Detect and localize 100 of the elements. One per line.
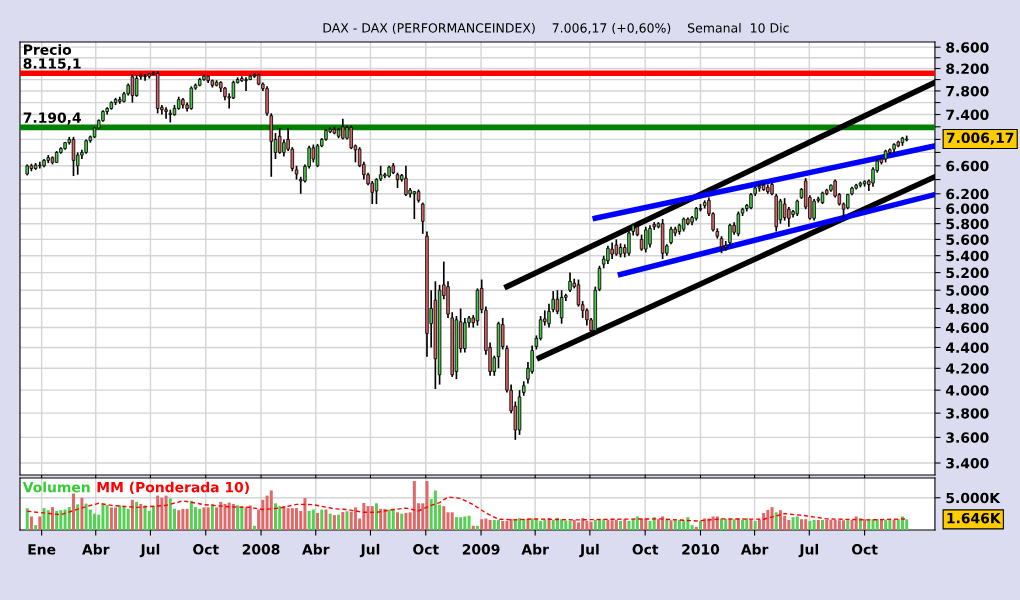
candlestick (349, 124, 353, 150)
bar (454, 517, 458, 530)
bar (560, 519, 564, 530)
candlestick (555, 289, 560, 315)
bar (837, 520, 841, 530)
bar (787, 519, 791, 530)
x-tick-label: Abr (302, 543, 330, 555)
x-tick-label: Oct (193, 544, 219, 555)
bar (863, 519, 867, 530)
bar (547, 517, 551, 530)
bar (345, 511, 349, 530)
bar (686, 517, 690, 530)
candlestick (648, 224, 652, 249)
bar (400, 513, 404, 530)
bar (669, 520, 673, 530)
bar (879, 519, 883, 530)
bar (105, 505, 109, 530)
bar (206, 507, 210, 530)
bar (463, 516, 467, 530)
bar (467, 515, 471, 530)
bar (593, 519, 597, 530)
bar (168, 498, 172, 530)
bar (156, 495, 160, 530)
bar (46, 510, 50, 530)
bar (711, 516, 715, 530)
bar (728, 519, 732, 530)
bar (273, 503, 277, 530)
bar (295, 508, 299, 530)
candlestick (168, 108, 173, 124)
candlestick (315, 143, 320, 168)
bar (442, 506, 446, 530)
bar (648, 520, 652, 530)
bar (850, 519, 854, 530)
y-tick-label: 8.600 (946, 42, 989, 53)
bar (353, 507, 357, 530)
x-tick-label: Jul (359, 543, 380, 558)
bar (884, 519, 888, 530)
y-tick-label: 5.800 (946, 218, 989, 230)
bar (534, 519, 538, 530)
bar (505, 520, 509, 530)
candlestick (38, 160, 42, 170)
bar (210, 503, 214, 530)
candlestick (404, 164, 408, 197)
bar (366, 506, 370, 530)
bar (248, 505, 252, 530)
y-tick-label: 5.000 (946, 285, 989, 296)
bar (905, 519, 909, 530)
bar (892, 519, 896, 530)
y-tick-label: 4.800 (945, 303, 989, 314)
bar (484, 518, 488, 530)
bar (240, 506, 244, 530)
bar (732, 519, 736, 530)
x-tick-label: Jul (579, 543, 599, 558)
bar (858, 518, 862, 530)
bar (34, 525, 38, 530)
candlestick (736, 210, 741, 238)
y-tick-label: 7.800 (946, 85, 989, 97)
bar (522, 518, 526, 530)
candlestick (778, 198, 783, 225)
x-tick-label: Abr (82, 543, 110, 555)
bar (63, 509, 67, 530)
candlestick (143, 73, 147, 82)
bar (770, 507, 774, 530)
bar (126, 508, 130, 530)
bar (303, 498, 307, 530)
bar (404, 512, 408, 530)
bar (778, 510, 782, 530)
bar (80, 497, 84, 530)
bar (875, 519, 879, 530)
y-tick-label: 5.600 (946, 234, 989, 245)
candlestick (189, 85, 194, 111)
bar (236, 505, 240, 530)
bar (328, 513, 332, 530)
bar (42, 508, 46, 530)
bar (181, 508, 185, 530)
annotation: 7.006,17 (946, 132, 1014, 145)
bar (677, 519, 681, 530)
y-tick-label: 6.000 (946, 203, 989, 214)
bar (614, 519, 618, 530)
bar (139, 503, 143, 530)
candlestick (412, 190, 417, 220)
bar (530, 518, 534, 530)
bar (703, 518, 707, 530)
bar (825, 519, 829, 530)
bar (412, 481, 416, 530)
bar (189, 500, 193, 530)
y-tick-label: 8.200 (946, 63, 989, 74)
bar (38, 516, 42, 530)
bar (665, 519, 669, 530)
y-tick-label: 3.800 (946, 408, 989, 419)
bar (854, 516, 858, 530)
bar (337, 514, 341, 530)
bar (682, 520, 686, 530)
bar (799, 519, 803, 530)
bar (252, 525, 256, 530)
bar (572, 519, 576, 530)
bar (84, 503, 88, 530)
y-tick-label: 4.600 (945, 322, 989, 334)
bar (606, 519, 610, 530)
bar (585, 520, 589, 530)
